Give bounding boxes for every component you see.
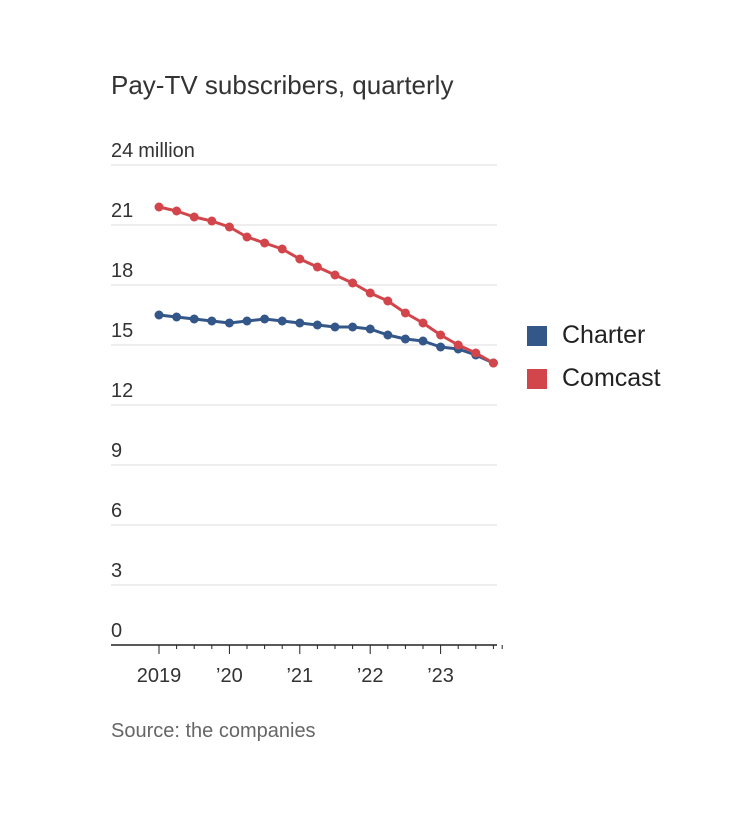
data-point-comcast bbox=[260, 238, 270, 248]
data-point-charter bbox=[260, 314, 270, 324]
legend-swatch-comcast bbox=[527, 368, 547, 389]
x-tick-label: 2019 bbox=[137, 665, 182, 687]
data-point-comcast bbox=[383, 296, 393, 306]
legend-item-charter: Charter bbox=[527, 314, 661, 357]
data-point-comcast bbox=[453, 340, 463, 350]
data-point-charter bbox=[277, 316, 287, 326]
data-point-comcast bbox=[172, 206, 182, 216]
x-tick-label: ’22 bbox=[357, 665, 384, 687]
data-point-comcast bbox=[436, 330, 446, 340]
data-point-comcast bbox=[400, 308, 410, 318]
legend-item-comcast: Comcast bbox=[527, 357, 661, 400]
data-point-comcast bbox=[471, 348, 481, 358]
y-tick-label: 24 bbox=[111, 140, 133, 162]
data-point-charter bbox=[348, 322, 358, 332]
data-point-comcast bbox=[312, 262, 322, 272]
line-chart: 0 3 6 9 12 15 18 21 24 million 2019 ’20 ’21 ’22 ’23 bbox=[111, 140, 503, 687]
data-point-comcast bbox=[189, 212, 199, 222]
data-point-comcast bbox=[365, 288, 375, 298]
data-point-comcast bbox=[488, 358, 498, 368]
legend-label-comcast: Comcast bbox=[562, 364, 661, 392]
y-tick-label: 9 bbox=[111, 440, 122, 462]
data-point-charter bbox=[172, 312, 182, 322]
data-point-comcast bbox=[330, 270, 340, 280]
y-tick-label: 0 bbox=[111, 620, 122, 642]
data-point-comcast bbox=[418, 318, 428, 328]
data-point-charter bbox=[383, 330, 393, 340]
legend-swatch-charter bbox=[527, 325, 547, 346]
data-point-comcast bbox=[154, 202, 164, 212]
source-note: Source: the companies bbox=[111, 720, 316, 742]
data-point-comcast bbox=[277, 244, 287, 254]
data-point-comcast bbox=[242, 232, 252, 242]
y-unit-label: million bbox=[138, 140, 195, 162]
x-tick-label: ’20 bbox=[216, 665, 243, 687]
x-tick-label: ’23 bbox=[427, 665, 454, 687]
data-point-charter bbox=[400, 334, 410, 344]
data-point-charter bbox=[189, 314, 199, 324]
legend-label-charter: Charter bbox=[562, 321, 646, 349]
data-point-charter bbox=[295, 318, 305, 328]
y-tick-label: 15 bbox=[111, 320, 133, 342]
data-point-comcast bbox=[224, 222, 234, 232]
data-point-charter bbox=[330, 322, 340, 332]
x-tick-label: ’21 bbox=[286, 665, 313, 687]
data-point-charter bbox=[436, 342, 446, 352]
data-point-charter bbox=[207, 316, 217, 326]
data-point-charter bbox=[365, 324, 375, 334]
chart-title: Pay-TV subscribers, quarterly bbox=[111, 70, 454, 100]
data-point-charter bbox=[312, 320, 322, 330]
y-tick-label: 21 bbox=[111, 200, 133, 222]
data-point-charter bbox=[418, 336, 428, 346]
y-tick-label: 3 bbox=[111, 560, 122, 582]
data-point-charter bbox=[224, 318, 234, 328]
y-tick-label: 18 bbox=[111, 260, 133, 282]
data-point-comcast bbox=[295, 254, 305, 264]
y-tick-label: 6 bbox=[111, 500, 122, 522]
data-point-charter bbox=[154, 310, 164, 320]
data-point-comcast bbox=[348, 278, 358, 288]
data-point-comcast bbox=[207, 216, 217, 226]
legend: Charter Comcast bbox=[527, 314, 661, 400]
y-tick-label: 12 bbox=[111, 380, 133, 402]
data-point-charter bbox=[242, 316, 252, 326]
